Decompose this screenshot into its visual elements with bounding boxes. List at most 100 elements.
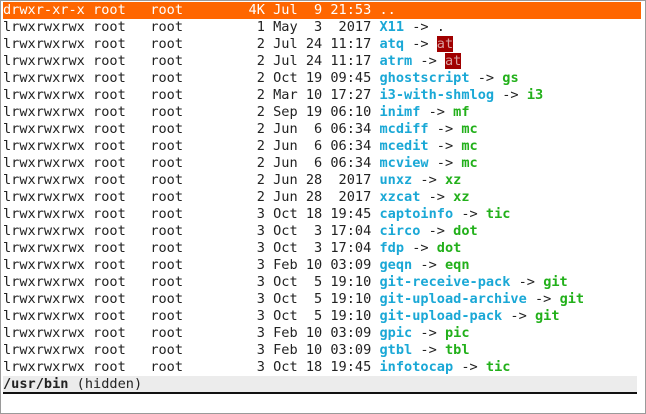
link-arrow: -> xyxy=(412,257,445,273)
file-meta: lrwxrwxrwx root root 3 Feb 10 03:09 xyxy=(3,325,380,341)
link-arrow: -> xyxy=(412,325,445,341)
link-target: i3 xyxy=(526,87,544,103)
file-meta: lrwxrwxrwx root root 2 Jul 24 11:17 xyxy=(3,53,380,69)
file-meta: lrwxrwxrwx root root 3 Oct 3 17:04 xyxy=(3,223,380,239)
link-target: gs xyxy=(502,70,519,86)
file-name: git-upload-pack xyxy=(379,308,503,324)
file-name: ghostscript xyxy=(379,70,470,86)
file-meta: lrwxrwxrwx root root 2 Jul 24 11:17 xyxy=(3,36,380,52)
file-name: atq xyxy=(379,36,405,52)
file-row-selected[interactable]: drwxr-xr-x root root 4K Jul 9 21:53 .. xyxy=(3,2,641,19)
link-arrow: -> xyxy=(412,342,445,358)
file-meta: drwxr-xr-x root root 4K Jul 9 21:53 xyxy=(3,2,380,18)
file-row[interactable]: lrwxrwxrwx root root 3 Oct 18 19:45 info… xyxy=(3,359,641,376)
file-name: unxz xyxy=(379,172,413,188)
file-row[interactable]: lrwxrwxrwx root root 2 Jun 6 06:34 mcedi… xyxy=(3,138,641,155)
link-arrow: -> xyxy=(494,87,527,103)
file-meta: lrwxrwxrwx root root 3 Feb 10 03:09 xyxy=(3,257,380,273)
file-meta: lrwxrwxrwx root root 3 Oct 5 19:10 xyxy=(3,308,380,324)
link-target: xz xyxy=(444,172,462,188)
file-row[interactable]: lrwxrwxrwx root root 3 Oct 5 19:10 git-r… xyxy=(3,274,641,291)
link-arrow: -> xyxy=(453,359,486,375)
file-row[interactable]: lrwxrwxrwx root root 2 Jun 28 2017 unxz … xyxy=(3,172,641,189)
file-row[interactable]: lrwxrwxrwx root root 2 Jul 24 11:17 atrm… xyxy=(3,53,641,70)
file-row[interactable]: lrwxrwxrwx root root 2 Oct 19 09:45 ghos… xyxy=(3,70,641,87)
file-name: X11 xyxy=(379,19,405,35)
status-bar: /usr/bin (hidden) xyxy=(3,376,637,394)
link-arrow: -> xyxy=(412,172,445,188)
link-arrow: -> xyxy=(526,291,560,307)
link-arrow: -> xyxy=(412,53,445,69)
link-target: mc xyxy=(461,138,478,154)
file-row[interactable]: lrwxrwxrwx root root 3 Oct 5 19:10 git-u… xyxy=(3,308,641,325)
link-arrow: -> xyxy=(453,206,486,222)
link-target: tbl xyxy=(444,342,470,358)
file-name: git-receive-pack xyxy=(379,274,511,290)
link-arrow: -> xyxy=(420,189,454,205)
file-name: .. xyxy=(379,2,396,18)
link-target: at xyxy=(436,36,454,52)
file-name: fdp xyxy=(379,240,405,256)
file-row[interactable]: lrwxrwxrwx root root 3 Feb 10 03:09 gpic… xyxy=(3,325,641,342)
file-row[interactable]: lrwxrwxrwx root root 2 Mar 10 17:27 i3-w… xyxy=(3,87,641,104)
file-name: captoinfo xyxy=(379,206,454,222)
current-path: /usr/bin xyxy=(3,376,69,392)
link-target: git xyxy=(559,291,585,307)
file-row[interactable]: lrwxrwxrwx root root 2 Sep 19 06:10 inim… xyxy=(3,104,641,121)
file-row[interactable]: lrwxrwxrwx root root 3 Feb 10 03:09 geqn… xyxy=(3,257,641,274)
link-target: tic xyxy=(485,206,511,222)
file-row[interactable]: lrwxrwxrwx root root 1 May 3 2017 X11 ->… xyxy=(3,19,641,36)
file-row[interactable]: lrwxrwxrwx root root 3 Oct 3 17:04 fdp -… xyxy=(3,240,641,257)
file-row[interactable]: lrwxrwxrwx root root 2 Jun 6 06:34 mcvie… xyxy=(3,155,641,172)
file-row[interactable]: lrwxrwxrwx root root 3 Oct 18 19:45 capt… xyxy=(3,206,641,223)
link-arrow: -> xyxy=(428,155,462,171)
link-target: xz xyxy=(453,189,470,205)
file-name: mcedit xyxy=(379,138,429,154)
file-name: gtbl xyxy=(379,342,413,358)
file-meta: lrwxrwxrwx root root 2 Jun 28 2017 xyxy=(3,189,380,205)
file-name: geqn xyxy=(379,257,413,273)
file-meta: lrwxrwxrwx root root 2 Jun 6 06:34 xyxy=(3,155,380,171)
link-target: git xyxy=(543,274,568,290)
file-meta: lrwxrwxrwx root root 2 Sep 19 06:10 xyxy=(3,104,380,120)
link-target: git xyxy=(535,308,560,324)
file-meta: lrwxrwxrwx root root 2 Jun 6 06:34 xyxy=(3,138,380,154)
file-name: git-upload-archive xyxy=(379,291,527,307)
link-arrow: -> xyxy=(420,104,454,120)
file-meta: lrwxrwxrwx root root 2 Jun 6 06:34 xyxy=(3,121,380,137)
file-row[interactable]: lrwxrwxrwx root root 2 Jun 6 06:34 mcdif… xyxy=(3,121,641,138)
file-name: infotocap xyxy=(379,359,454,375)
link-arrow: -> xyxy=(428,121,462,137)
link-arrow: -> xyxy=(502,308,535,324)
file-meta: lrwxrwxrwx root root 1 May 3 2017 xyxy=(3,19,380,35)
file-name: xzcat xyxy=(379,189,421,205)
link-target: pic xyxy=(444,325,470,341)
file-name: i3-with-shmlog xyxy=(379,87,495,103)
link-target: dot xyxy=(453,223,478,239)
file-row[interactable]: lrwxrwxrwx root root 3 Oct 3 17:04 circo… xyxy=(3,223,641,240)
link-target: dot xyxy=(436,240,462,256)
link-target: mf xyxy=(453,104,470,120)
hidden-indicator: (hidden) xyxy=(68,376,143,392)
file-row[interactable]: lrwxrwxrwx root root 3 Feb 10 03:09 gtbl… xyxy=(3,342,641,359)
link-arrow: -> xyxy=(404,240,437,256)
file-meta: lrwxrwxrwx root root 3 Feb 10 03:09 xyxy=(3,342,380,358)
link-target: tic xyxy=(485,359,511,375)
link-arrow: -> xyxy=(469,70,503,86)
link-arrow: -> xyxy=(510,274,544,290)
file-list[interactable]: drwxr-xr-x root root 4K Jul 9 21:53 .. lr… xyxy=(3,2,641,376)
file-row[interactable]: lrwxrwxrwx root root 2 Jun 28 2017 xzcat… xyxy=(3,189,641,206)
link-arrow: -> xyxy=(404,19,437,35)
file-meta: lrwxrwxrwx root root 3 Oct 18 19:45 xyxy=(3,359,380,375)
link-arrow: -> xyxy=(420,223,454,239)
file-meta: lrwxrwxrwx root root 3 Oct 5 19:10 xyxy=(3,291,380,307)
file-name: atrm xyxy=(379,53,413,69)
file-row[interactable]: lrwxrwxrwx root root 2 Jul 24 11:17 atq … xyxy=(3,36,641,53)
file-row[interactable]: lrwxrwxrwx root root 3 Oct 5 19:10 git-u… xyxy=(3,291,641,308)
file-name: mcdiff xyxy=(379,121,429,137)
file-meta: lrwxrwxrwx root root 2 Mar 10 17:27 xyxy=(3,87,380,103)
file-meta: lrwxrwxrwx root root 3 Oct 3 17:04 xyxy=(3,240,380,256)
file-meta: lrwxrwxrwx root root 3 Oct 18 19:45 xyxy=(3,206,380,222)
file-name: gpic xyxy=(379,325,413,341)
file-meta: lrwxrwxrwx root root 2 Jun 28 2017 xyxy=(3,172,380,188)
